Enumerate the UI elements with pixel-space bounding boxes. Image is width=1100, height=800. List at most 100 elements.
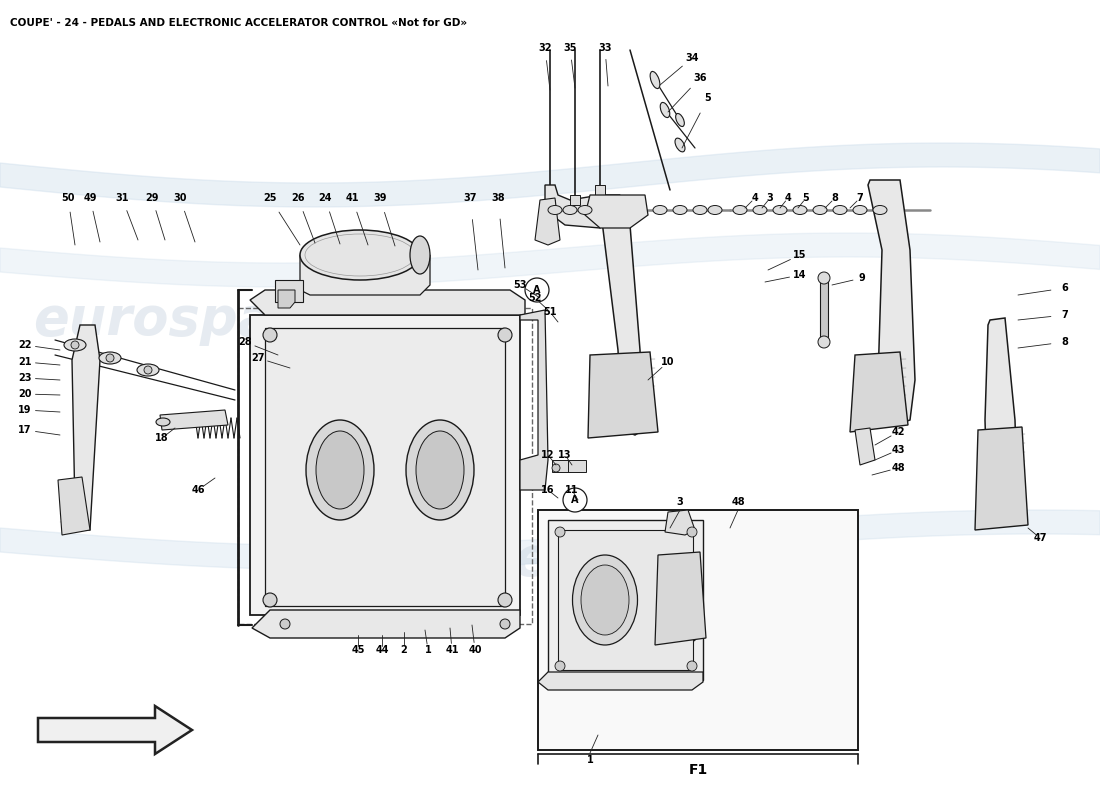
Ellipse shape [581, 565, 629, 635]
Bar [548, 520, 703, 680]
Text: 24: 24 [318, 193, 332, 203]
Text: 8: 8 [832, 193, 838, 203]
Text: 16: 16 [541, 485, 554, 495]
Polygon shape [300, 255, 430, 295]
Bar [558, 530, 693, 670]
Ellipse shape [653, 206, 667, 214]
Bar [820, 280, 828, 340]
Text: 21: 21 [19, 357, 32, 367]
Circle shape [498, 593, 512, 607]
Text: 6: 6 [1062, 283, 1068, 293]
Polygon shape [855, 428, 875, 465]
Text: 51: 51 [543, 307, 557, 317]
Polygon shape [252, 610, 520, 638]
Circle shape [280, 619, 290, 629]
Polygon shape [278, 290, 295, 308]
Ellipse shape [773, 206, 786, 214]
Bar [238, 308, 532, 624]
Ellipse shape [675, 114, 684, 126]
Polygon shape [600, 200, 643, 435]
Text: COUPE' - 24 - PEDALS AND ELECTRONIC ACCELERATOR CONTROL «Not for GD»: COUPE' - 24 - PEDALS AND ELECTRONIC ACCE… [10, 18, 467, 28]
Text: 28: 28 [239, 337, 252, 347]
Polygon shape [868, 180, 915, 425]
Polygon shape [585, 195, 648, 228]
Text: 48: 48 [891, 463, 905, 473]
Text: 53: 53 [514, 280, 527, 290]
Text: 46: 46 [191, 485, 205, 495]
Text: 7: 7 [857, 193, 864, 203]
Text: 44: 44 [375, 645, 388, 655]
Text: 1: 1 [586, 755, 593, 765]
Ellipse shape [793, 206, 807, 214]
Text: 41: 41 [446, 645, 459, 655]
Text: 4: 4 [784, 193, 791, 203]
Circle shape [552, 464, 560, 472]
Text: 13: 13 [558, 450, 572, 460]
Text: 25: 25 [263, 193, 277, 203]
Text: 49: 49 [84, 193, 97, 203]
Text: 37: 37 [463, 193, 476, 203]
Text: F1: F1 [689, 763, 707, 777]
Text: 15: 15 [793, 250, 806, 260]
Bar [538, 510, 858, 750]
Circle shape [106, 354, 114, 362]
Ellipse shape [708, 206, 722, 214]
Ellipse shape [410, 236, 430, 274]
Ellipse shape [316, 431, 364, 509]
Text: 43: 43 [891, 445, 904, 455]
Text: 42: 42 [891, 427, 904, 437]
Text: 30: 30 [174, 193, 187, 203]
Ellipse shape [306, 420, 374, 520]
Ellipse shape [64, 339, 86, 351]
Text: A: A [571, 495, 579, 505]
Polygon shape [535, 198, 560, 245]
Polygon shape [654, 552, 706, 645]
Circle shape [144, 366, 152, 374]
Ellipse shape [813, 206, 827, 214]
Polygon shape [984, 318, 1018, 525]
Ellipse shape [833, 206, 847, 214]
Text: 39: 39 [373, 193, 387, 203]
Text: 52: 52 [528, 293, 541, 303]
Ellipse shape [852, 206, 867, 214]
Ellipse shape [572, 555, 638, 645]
Text: 18: 18 [155, 433, 168, 443]
Ellipse shape [733, 206, 747, 214]
Circle shape [818, 336, 830, 348]
Bar [595, 185, 605, 195]
Ellipse shape [693, 206, 707, 214]
Circle shape [72, 341, 79, 349]
Ellipse shape [406, 420, 474, 520]
Circle shape [525, 278, 549, 302]
Text: 14: 14 [793, 270, 806, 280]
Bar [275, 280, 302, 302]
Bar [552, 460, 570, 472]
Ellipse shape [156, 418, 170, 426]
Ellipse shape [138, 364, 160, 376]
Text: 32: 32 [538, 43, 552, 53]
Text: 11: 11 [565, 485, 579, 495]
Text: 5: 5 [705, 93, 712, 103]
Ellipse shape [754, 206, 767, 214]
Text: 10: 10 [661, 357, 674, 367]
Text: 2: 2 [400, 645, 407, 655]
Ellipse shape [873, 206, 887, 214]
Text: 5: 5 [803, 193, 810, 203]
Text: 45: 45 [351, 645, 365, 655]
Text: 3: 3 [767, 193, 773, 203]
Text: 33: 33 [598, 43, 612, 53]
Circle shape [688, 527, 697, 537]
Text: 22: 22 [19, 340, 32, 350]
Polygon shape [72, 325, 100, 530]
Polygon shape [666, 510, 695, 535]
Circle shape [556, 661, 565, 671]
Text: 34: 34 [685, 53, 698, 63]
Text: 20: 20 [19, 389, 32, 399]
Polygon shape [250, 290, 525, 315]
Polygon shape [850, 352, 908, 432]
Bar [250, 315, 520, 615]
Circle shape [688, 661, 697, 671]
Text: 36: 36 [693, 73, 706, 83]
Text: 47: 47 [1033, 533, 1047, 543]
Text: 40: 40 [469, 645, 482, 655]
